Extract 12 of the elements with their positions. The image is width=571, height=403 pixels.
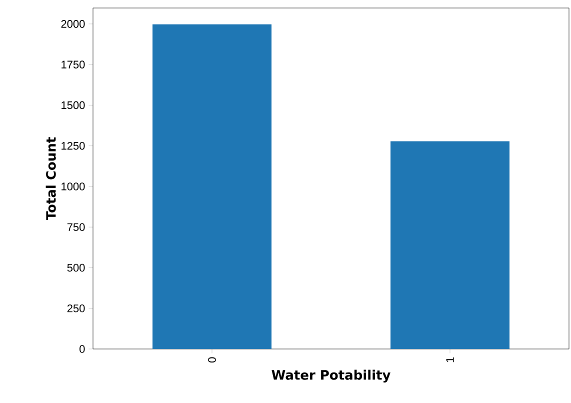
- x-tick-label: 1: [446, 357, 454, 362]
- y-tick-label: 1250: [62, 142, 85, 150]
- y-axis-title: Total Count: [46, 137, 56, 220]
- y-tick-label: 1500: [62, 101, 85, 110]
- y-tick-label: 1000: [62, 182, 85, 190]
- y-tick-label: 0: [80, 345, 85, 353]
- y-tick-label: 250: [67, 304, 85, 312]
- y-tick-label: 500: [67, 264, 85, 272]
- x-axis-title: Water Potability: [272, 370, 390, 382]
- y-tick-label: 750: [67, 223, 85, 231]
- y-tick-label: 1750: [62, 60, 85, 68]
- y-tick-label: 2000: [61, 20, 85, 28]
